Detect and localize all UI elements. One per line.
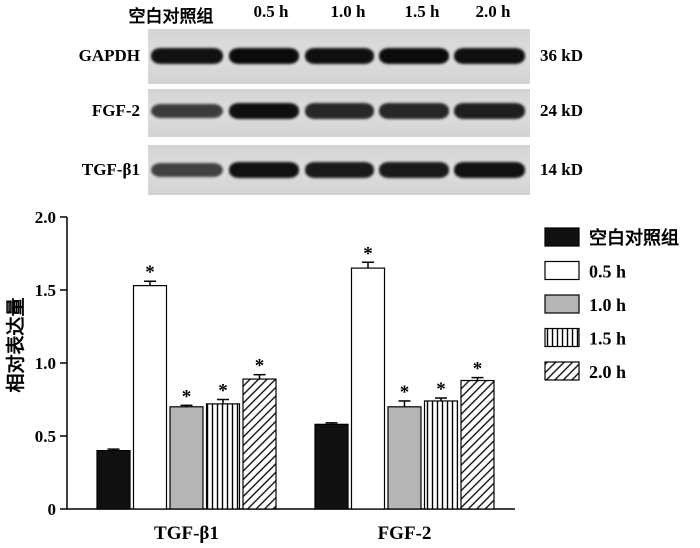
blot-band	[379, 103, 449, 119]
y-tick-label: 1.0	[35, 354, 56, 373]
blot-protein-label: GAPDH	[78, 46, 140, 65]
legend-swatch	[544, 260, 580, 281]
legend-label: 1.0 h	[589, 295, 626, 315]
blot-band	[454, 47, 525, 65]
legend-label: 0.5 h	[589, 262, 626, 282]
significance-asterisk: *	[145, 262, 155, 283]
blot-band	[151, 103, 223, 119]
blot-panel-tgfb1	[148, 145, 530, 195]
blot-band	[229, 102, 299, 120]
legend-label: 2.0 h	[589, 362, 626, 382]
lane-label: 1.5 h	[404, 2, 440, 21]
blot-band	[305, 103, 374, 119]
legend-swatch	[544, 294, 580, 314]
significance-asterisk: *	[473, 359, 483, 380]
blot-band	[305, 162, 374, 178]
blot-panel-fgf2	[148, 89, 530, 137]
lane-label: 0.5 h	[253, 2, 289, 21]
blot-protein-label: TGF-β1	[81, 160, 140, 179]
significance-asterisk: *	[182, 386, 192, 407]
blot-band	[151, 47, 223, 65]
x-category-label: FGF-2	[378, 523, 432, 544]
significance-asterisk: *	[218, 381, 228, 402]
blot-size-label: 14 kD	[540, 160, 583, 179]
legend-label: 空白对照组	[589, 227, 679, 248]
y-tick-label: 2.0	[35, 208, 56, 227]
blot-band	[454, 161, 525, 179]
blot-size-label: 36 kD	[540, 46, 583, 65]
blot-size-label: 24 kD	[540, 101, 583, 120]
lane-label: 2.0 h	[475, 2, 511, 21]
chart-bar	[242, 378, 277, 510]
blot-band	[151, 162, 223, 178]
chart-bar	[423, 400, 459, 510]
significance-asterisk: *	[363, 243, 373, 264]
y-tick-label: 1.5	[35, 281, 56, 300]
significance-asterisk: *	[400, 382, 410, 403]
blot-band	[229, 161, 299, 179]
y-tick-label: 0	[48, 500, 57, 519]
significance-asterisk: *	[436, 379, 446, 400]
chart-bar	[460, 379, 495, 510]
legend-swatch	[544, 227, 580, 247]
blot-panel-gapdh	[148, 29, 530, 84]
chart-bar	[205, 403, 241, 510]
chart-bar	[314, 423, 349, 510]
y-tick-label: 0.5	[35, 427, 56, 446]
blot-protein-label: FGF-2	[91, 101, 140, 120]
chart-bar	[387, 406, 422, 510]
legend-label: 1.5 h	[589, 329, 626, 349]
legend-swatch	[544, 327, 580, 348]
blot-band	[454, 103, 525, 119]
chart-bar	[350, 267, 386, 510]
y-axis-label: 相对表达量	[4, 297, 27, 392]
lane-label: 空白对照组	[128, 7, 214, 26]
x-category-label: TGF-β1	[154, 523, 219, 544]
lane-label: 1.0 h	[330, 2, 366, 21]
blot-band	[379, 47, 449, 65]
chart-bar	[169, 406, 204, 510]
chart-bar	[132, 285, 168, 510]
blot-band	[305, 47, 374, 65]
significance-asterisk: *	[255, 356, 265, 377]
legend-swatch	[544, 361, 580, 381]
blot-band	[229, 47, 299, 65]
blot-band	[379, 162, 449, 178]
chart-bar	[96, 450, 131, 510]
